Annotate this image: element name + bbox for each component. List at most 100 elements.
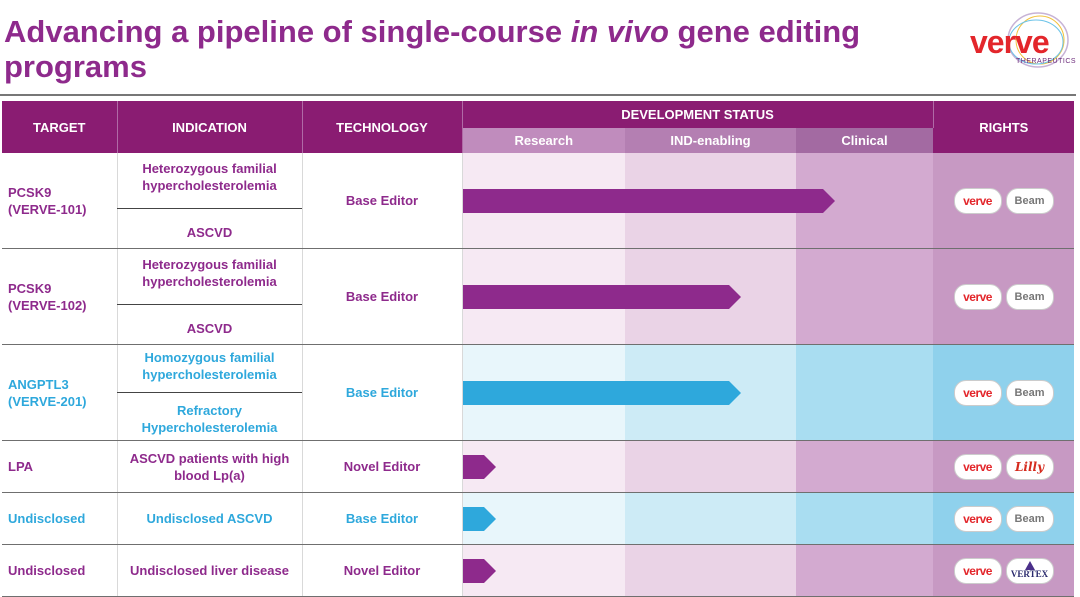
status-cell (462, 344, 934, 441)
rights-cell: verve Beam (933, 492, 1075, 545)
technology-cell: Base Editor (302, 344, 463, 441)
beam-logo-badge: Beam (1005, 283, 1054, 310)
rights-cell: verve Lilly (933, 440, 1075, 493)
title-rule (0, 94, 1076, 96)
target-cell: LPA (2, 440, 118, 493)
indication-primary: Undisclosed ASCVD (146, 511, 273, 526)
rights-cell: verve Beam (933, 153, 1075, 249)
beam-logo-badge: Beam (1005, 379, 1054, 406)
table-row: PCSK9 (VERVE-101) Heterozygous familial hy… (2, 153, 1075, 249)
target-name: ANGPTL3 (8, 376, 69, 392)
progress-arrow-shape (462, 380, 741, 405)
target-code: (VERVE-101) (8, 201, 87, 217)
target-cell: PCSK9 (VERVE-102) (2, 248, 118, 345)
table-row: ANGPTL3 (VERVE-201) Homozygous familial hy… (2, 344, 1075, 441)
indication-primary: ASCVD patients with high blood Lp(a) (129, 450, 290, 483)
target-code: (VERVE-102) (8, 297, 87, 313)
header-rights: RIGHTS (933, 101, 1075, 153)
target-cell: ANGPTL3 (VERVE-201) (2, 344, 118, 441)
table-row: Undisclosed Undisclosed ASCVD Base Editor v… (2, 492, 1075, 545)
progress-arrow-shape (462, 188, 835, 213)
technology-cell: Base Editor (302, 492, 463, 545)
logo-sub: THERAPEUTICS (1016, 58, 1077, 65)
header-indication: INDICATION (117, 101, 303, 153)
verve-logo-badge: verve (953, 453, 1002, 480)
status-cell (462, 544, 934, 597)
indication-primary: Heterozygous familial hypercholesterolem… (142, 161, 277, 194)
status-cell (462, 492, 934, 545)
stage-bands (462, 441, 934, 492)
progress-arrow (462, 284, 741, 309)
indication-divider (117, 391, 302, 393)
target-name: PCSK9 (8, 184, 52, 200)
progress-arrow (462, 380, 741, 405)
stage-clinical: Clinical (796, 128, 934, 153)
verve-logo-badge: verve (953, 505, 1002, 532)
stage-bands (462, 545, 934, 596)
table-row: PCSK9 (VERVE-102) Heterozygous familial hy… (2, 248, 1075, 345)
indication-divider (117, 208, 302, 210)
progress-arrow-shape (462, 506, 496, 531)
technology-cell: Base Editor (302, 153, 463, 249)
progress-arrow (462, 558, 496, 583)
indication-cell: ASCVD patients with high blood Lp(a) (117, 440, 303, 493)
header-status: DEVELOPMENT STATUS (462, 101, 934, 128)
target-name: Undisclosed (8, 511, 86, 526)
progress-arrow-shape (462, 284, 741, 309)
target-code: (VERVE-201) (8, 393, 87, 409)
verve-logo-badge: verve (953, 557, 1002, 584)
indication-secondary: ASCVD (186, 320, 233, 336)
progress-arrow (462, 188, 835, 213)
target-cell: PCSK9 (VERVE-101) (2, 153, 118, 249)
page-title: Advancing a pipeline of single-course in… (4, 14, 904, 84)
header-technology: TECHNOLOGY (302, 101, 463, 153)
technology-cell: Novel Editor (302, 544, 463, 597)
stage-band (625, 545, 797, 596)
target-cell: Undisclosed (2, 544, 118, 597)
stage-band (796, 345, 934, 440)
indication-primary: Heterozygous familial hypercholesterolem… (142, 257, 277, 290)
status-cell (462, 440, 934, 493)
rights-cell: verve VERTEX (933, 544, 1075, 597)
target-cell: Undisclosed (2, 492, 118, 545)
stage-ind-enabling: IND-enabling (625, 128, 796, 153)
indication-cell: Heterozygous familial hypercholesterolem… (117, 153, 303, 249)
indication-cell: Heterozygous familial hypercholesterolem… (117, 248, 303, 345)
header-target: TARGET (2, 101, 118, 153)
indication-cell: Undisclosed ASCVD (117, 492, 303, 545)
verve-logo: verve THERAPEUTICS (968, 10, 1076, 72)
indication-secondary: ASCVD (186, 224, 233, 240)
stage-research: Research (462, 128, 625, 153)
beam-logo-badge: Beam (1005, 187, 1054, 214)
indication-divider (117, 304, 302, 306)
indication-secondary: Refractory Hypercholesterolemia (141, 402, 278, 435)
technology-cell: Novel Editor (302, 440, 463, 493)
progress-arrow (462, 506, 496, 531)
progress-arrow (462, 454, 496, 479)
verve-logo-badge: verve (953, 379, 1002, 406)
technology-cell: Base Editor (302, 248, 463, 345)
target-name: PCSK9 (8, 280, 52, 296)
title-italic: in vivo (570, 14, 669, 49)
progress-arrow-shape (462, 558, 496, 583)
stage-band (796, 441, 934, 492)
indication-cell: Undisclosed liver disease (117, 544, 303, 597)
pipeline-table: TARGET INDICATION TECHNOLOGY DEVELOPMENT… (2, 101, 1075, 597)
indication-primary: Homozygous familial hypercholesterolemia (142, 350, 277, 383)
stage-band (625, 493, 797, 544)
stage-band (796, 249, 934, 344)
vertex-triangle-icon (1024, 560, 1035, 570)
stage-band (796, 545, 934, 596)
lilly-logo-badge: Lilly (1005, 453, 1054, 480)
beam-logo-badge: Beam (1005, 505, 1054, 532)
progress-arrow-shape (462, 454, 496, 479)
verve-logo-badge: verve (953, 283, 1002, 310)
status-cell (462, 248, 934, 345)
target-name: LPA (8, 459, 34, 474)
table-row: LPA ASCVD patients with high blood Lp(a) N… (2, 440, 1075, 493)
indication-primary: Undisclosed liver disease (130, 563, 289, 578)
status-cell (462, 153, 934, 249)
logo-word: verve (970, 24, 1050, 60)
rights-cell: verve Beam (933, 248, 1075, 345)
title-part: gene editing programs (4, 14, 861, 84)
